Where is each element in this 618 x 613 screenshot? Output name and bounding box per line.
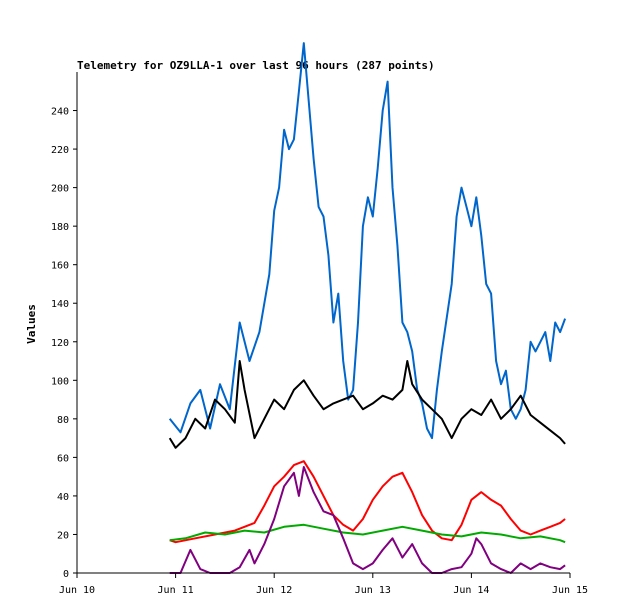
series-layer xyxy=(168,42,567,574)
x-tick-label: Jun 15 xyxy=(552,585,588,596)
y-tick-label: 100 xyxy=(51,376,69,387)
y-tick-label: 240 xyxy=(51,107,69,118)
y-tick-label: 140 xyxy=(51,299,69,310)
series-line-1 xyxy=(168,42,567,440)
x-tick-label: Jun 12 xyxy=(256,585,292,596)
y-tick-label: 180 xyxy=(51,222,69,233)
y-tick-label: 0 xyxy=(63,569,69,580)
chart-title: Telemetry for OZ9LLA-1 over last 96 hour… xyxy=(77,59,435,72)
y-tick-label: 220 xyxy=(51,145,69,156)
y-tick-label: 60 xyxy=(57,453,69,464)
y-tick-label: 40 xyxy=(57,492,69,503)
series-line-3 xyxy=(169,460,566,544)
x-tick-label: Jun 14 xyxy=(453,585,489,596)
y-tick-label: 20 xyxy=(57,530,69,541)
series-line-5 xyxy=(169,466,566,574)
y-axis-label: Values xyxy=(25,304,38,344)
x-tick-label: Jun 11 xyxy=(158,585,194,596)
series-line-2 xyxy=(168,360,566,449)
x-tick-label: Jun 13 xyxy=(355,585,391,596)
series-line-4 xyxy=(169,523,566,544)
axes-layer: 0 20 40 60 80 100 120 140 160 180 200 220 240 Jun 10 J… xyxy=(51,72,588,596)
y-tick-label: 200 xyxy=(51,184,69,195)
y-tick-label: 120 xyxy=(51,338,69,349)
y-tick-label: 80 xyxy=(57,415,69,426)
y-tick-label: 160 xyxy=(51,261,69,272)
x-tick-label: Jun 10 xyxy=(59,585,95,596)
